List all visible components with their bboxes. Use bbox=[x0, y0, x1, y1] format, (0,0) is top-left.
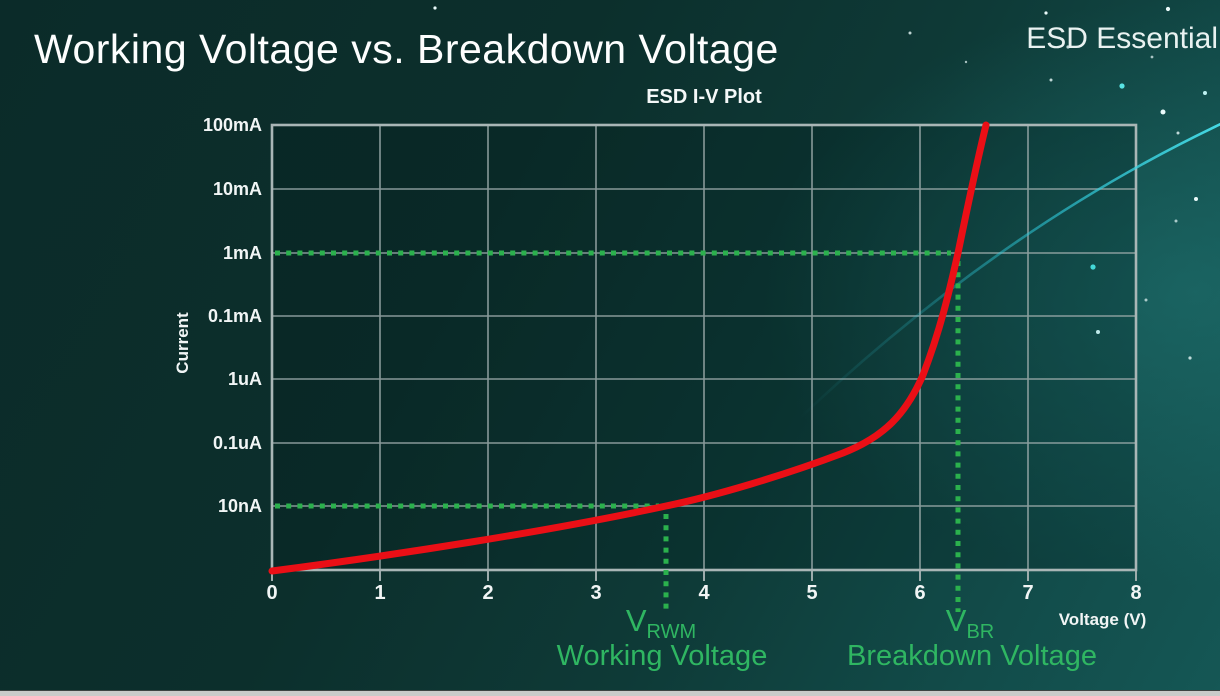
brand-watermark: ESD Essential bbox=[1026, 22, 1218, 55]
y-axis-title: Current bbox=[173, 312, 192, 374]
x-axis-ticks bbox=[271, 570, 1137, 581]
vbr-symbol-main: V bbox=[945, 603, 967, 638]
chart-title: ESD I-V Plot bbox=[646, 86, 762, 108]
x-tick-0: 0 bbox=[266, 582, 278, 604]
vbr-caption: Breakdown Voltage bbox=[847, 640, 1097, 672]
vbr-symbol-subscript: BR bbox=[966, 621, 995, 644]
vrwm-caption: Working Voltage bbox=[556, 640, 768, 672]
x-axis-title: Voltage (V) bbox=[1058, 610, 1147, 629]
y-tick-10nA: 10nA bbox=[217, 496, 262, 516]
plot-border bbox=[270, 123, 1138, 572]
x-tick-3: 3 bbox=[590, 582, 602, 604]
x-tick-8: 8 bbox=[1130, 582, 1142, 604]
x-tick-1: 1 bbox=[374, 582, 386, 604]
x-tick-6: 6 bbox=[914, 582, 926, 604]
slide-title: Working Voltage vs. Breakdown Voltage bbox=[34, 26, 779, 72]
vrwm-symbol-main: V bbox=[625, 603, 647, 638]
annotation-guide-lines bbox=[275, 250, 961, 612]
vbr-symbol: VBR bbox=[915, 600, 1025, 644]
y-tick-1mA: 1mA bbox=[222, 243, 262, 263]
x-tick-7: 7 bbox=[1022, 582, 1034, 604]
y-tick-100mA: 100mA bbox=[202, 115, 262, 135]
vrwm-symbol: VRWM bbox=[606, 600, 716, 644]
x-tick-2: 2 bbox=[482, 582, 494, 604]
x-tick-5: 5 bbox=[806, 582, 818, 604]
y-tick-0.1mA: 0.1mA bbox=[207, 306, 262, 326]
y-tick-10mA: 10mA bbox=[212, 179, 262, 199]
light-streak-decoration bbox=[798, 122, 1220, 420]
y-tick-1uA: 1uA bbox=[227, 369, 262, 389]
x-tick-4: 4 bbox=[698, 582, 710, 604]
iv-curve bbox=[268, 121, 990, 575]
bottom-bar bbox=[0, 690, 1220, 696]
particle-dots bbox=[433, 6, 1207, 360]
vrwm-symbol-subscript: RWM bbox=[646, 621, 697, 644]
y-tick-0.1uA: 0.1uA bbox=[212, 433, 262, 453]
